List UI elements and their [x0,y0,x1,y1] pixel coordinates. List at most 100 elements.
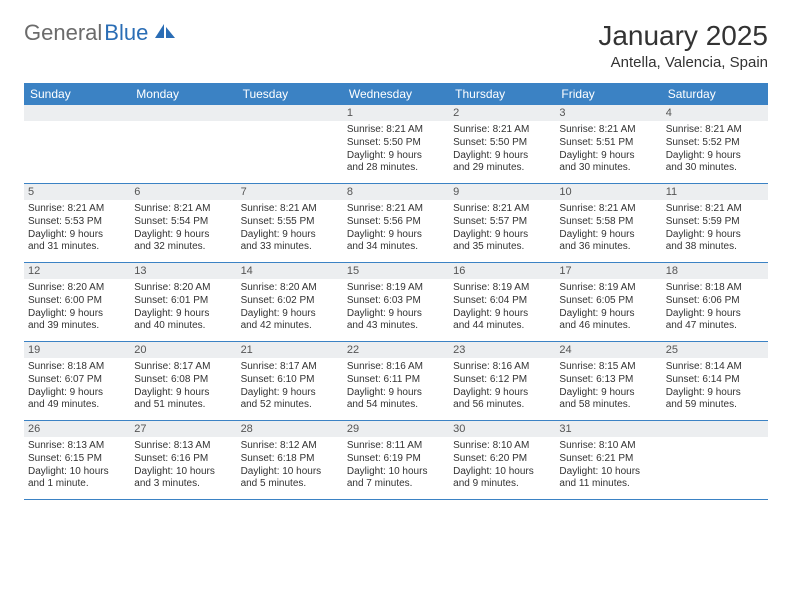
month-title: January 2025 [598,20,768,52]
sunset-line: Sunset: 6:11 PM [347,374,445,387]
day-number: 10 [555,184,661,200]
day-number: 17 [555,263,661,279]
sunrise-line: Sunrise: 8:21 AM [559,124,657,137]
weeks-container: 1Sunrise: 8:21 AMSunset: 5:50 PMDaylight… [24,105,768,500]
daylight-line2: and 30 minutes. [666,162,764,175]
sunrise-line: Sunrise: 8:17 AM [241,361,339,374]
day-cell [237,105,343,183]
sunset-line: Sunset: 5:58 PM [559,216,657,229]
weekday-cell: Wednesday [343,83,449,105]
day-cell: 30Sunrise: 8:10 AMSunset: 6:20 PMDayligh… [449,421,555,499]
sunset-line: Sunset: 6:12 PM [453,374,551,387]
daylight-line1: Daylight: 9 hours [666,150,764,163]
location-label: Antella, Valencia, Spain [598,54,768,71]
sunset-line: Sunset: 6:01 PM [134,295,232,308]
day-cell: 5Sunrise: 8:21 AMSunset: 5:53 PMDaylight… [24,184,130,262]
sunrise-line: Sunrise: 8:11 AM [347,440,445,453]
sunrise-line: Sunrise: 8:17 AM [134,361,232,374]
sunrise-line: Sunrise: 8:18 AM [666,282,764,295]
daylight-line2: and 31 minutes. [28,241,126,254]
daylight-line2: and 51 minutes. [134,399,232,412]
daylight-line2: and 38 minutes. [666,241,764,254]
day-cell: 22Sunrise: 8:16 AMSunset: 6:11 PMDayligh… [343,342,449,420]
calendar-grid: SundayMondayTuesdayWednesdayThursdayFrid… [24,83,768,500]
daylight-line2: and 9 minutes. [453,478,551,491]
day-cell [662,421,768,499]
day-cell: 16Sunrise: 8:19 AMSunset: 6:04 PMDayligh… [449,263,555,341]
daylight-line2: and 36 minutes. [559,241,657,254]
day-cell: 17Sunrise: 8:19 AMSunset: 6:05 PMDayligh… [555,263,661,341]
sunset-line: Sunset: 6:10 PM [241,374,339,387]
sunset-line: Sunset: 6:05 PM [559,295,657,308]
day-number: 31 [555,421,661,437]
daylight-line2: and 59 minutes. [666,399,764,412]
weekday-header-row: SundayMondayTuesdayWednesdayThursdayFrid… [24,83,768,105]
day-number: 26 [24,421,130,437]
daylight-line1: Daylight: 9 hours [559,150,657,163]
empty-day-bar [130,105,236,121]
daylight-line1: Daylight: 9 hours [28,229,126,242]
daylight-line1: Daylight: 9 hours [347,150,445,163]
day-cell: 11Sunrise: 8:21 AMSunset: 5:59 PMDayligh… [662,184,768,262]
week-row: 12Sunrise: 8:20 AMSunset: 6:00 PMDayligh… [24,263,768,342]
day-cell: 1Sunrise: 8:21 AMSunset: 5:50 PMDaylight… [343,105,449,183]
page-header: GeneralBlue January 2025 Antella, Valenc… [24,20,768,71]
daylight-line2: and 40 minutes. [134,320,232,333]
week-row: 19Sunrise: 8:18 AMSunset: 6:07 PMDayligh… [24,342,768,421]
day-cell: 3Sunrise: 8:21 AMSunset: 5:51 PMDaylight… [555,105,661,183]
daylight-line1: Daylight: 10 hours [453,466,551,479]
sunset-line: Sunset: 6:14 PM [666,374,764,387]
daylight-line1: Daylight: 9 hours [666,387,764,400]
sunset-line: Sunset: 6:21 PM [559,453,657,466]
daylight-line2: and 35 minutes. [453,241,551,254]
calendar-page: GeneralBlue January 2025 Antella, Valenc… [0,0,792,520]
daylight-line1: Daylight: 9 hours [134,387,232,400]
sail-icon [153,20,177,46]
day-cell [130,105,236,183]
sunrise-line: Sunrise: 8:16 AM [453,361,551,374]
logo: GeneralBlue [24,20,177,46]
day-number: 29 [343,421,449,437]
weekday-cell: Thursday [449,83,555,105]
sunset-line: Sunset: 5:51 PM [559,137,657,150]
sunrise-line: Sunrise: 8:20 AM [28,282,126,295]
sunset-line: Sunset: 5:50 PM [347,137,445,150]
day-cell: 13Sunrise: 8:20 AMSunset: 6:01 PMDayligh… [130,263,236,341]
sunrise-line: Sunrise: 8:21 AM [666,124,764,137]
sunrise-line: Sunrise: 8:18 AM [28,361,126,374]
title-block: January 2025 Antella, Valencia, Spain [598,20,768,71]
day-cell: 26Sunrise: 8:13 AMSunset: 6:15 PMDayligh… [24,421,130,499]
day-number: 9 [449,184,555,200]
daylight-line1: Daylight: 10 hours [28,466,126,479]
daylight-line2: and 1 minute. [28,478,126,491]
day-cell: 25Sunrise: 8:14 AMSunset: 6:14 PMDayligh… [662,342,768,420]
sunset-line: Sunset: 6:06 PM [666,295,764,308]
weekday-cell: Sunday [24,83,130,105]
daylight-line1: Daylight: 9 hours [559,229,657,242]
day-cell: 23Sunrise: 8:16 AMSunset: 6:12 PMDayligh… [449,342,555,420]
sunrise-line: Sunrise: 8:21 AM [666,203,764,216]
daylight-line2: and 47 minutes. [666,320,764,333]
day-cell: 28Sunrise: 8:12 AMSunset: 6:18 PMDayligh… [237,421,343,499]
sunset-line: Sunset: 5:55 PM [241,216,339,229]
sunrise-line: Sunrise: 8:21 AM [28,203,126,216]
daylight-line1: Daylight: 9 hours [28,308,126,321]
daylight-line1: Daylight: 9 hours [28,387,126,400]
day-cell: 29Sunrise: 8:11 AMSunset: 6:19 PMDayligh… [343,421,449,499]
daylight-line2: and 44 minutes. [453,320,551,333]
logo-text-blue: Blue [104,20,148,46]
daylight-line1: Daylight: 9 hours [559,308,657,321]
sunset-line: Sunset: 5:50 PM [453,137,551,150]
day-number: 6 [130,184,236,200]
daylight-line1: Daylight: 10 hours [134,466,232,479]
daylight-line2: and 28 minutes. [347,162,445,175]
daylight-line1: Daylight: 9 hours [347,229,445,242]
daylight-line2: and 42 minutes. [241,320,339,333]
day-number: 2 [449,105,555,121]
daylight-line2: and 33 minutes. [241,241,339,254]
day-number: 7 [237,184,343,200]
daylight-line2: and 7 minutes. [347,478,445,491]
day-number: 1 [343,105,449,121]
sunset-line: Sunset: 5:52 PM [666,137,764,150]
daylight-line2: and 52 minutes. [241,399,339,412]
